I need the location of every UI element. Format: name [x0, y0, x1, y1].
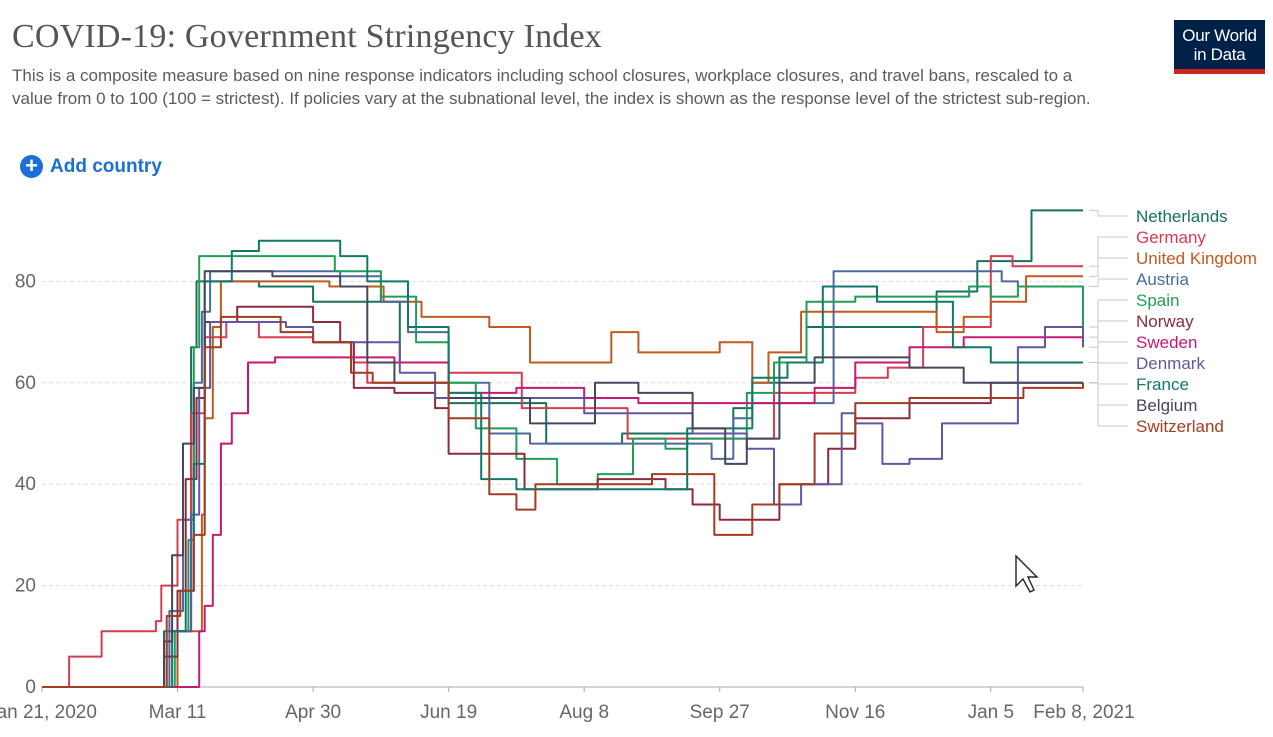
legend-connector — [1089, 320, 1128, 384]
x-tick-label: Apr 30 — [285, 702, 341, 723]
legend-item-germany[interactable]: Germany — [1136, 228, 1206, 247]
x-tick-label: Jan 21, 2020 — [0, 702, 97, 723]
logo-line-1: Our World — [1182, 26, 1257, 45]
legend-item-denmark[interactable]: Denmark — [1136, 354, 1205, 373]
mouse-cursor-icon — [1015, 554, 1039, 593]
legend-connector — [1089, 299, 1128, 328]
y-axis-ticks: 0 20 40 60 80 — [15, 271, 36, 698]
series-line-norway[interactable] — [42, 305, 1083, 688]
legend-item-sweden[interactable]: Sweden — [1136, 333, 1197, 352]
series-line-switzerland[interactable] — [42, 315, 1084, 688]
chart-subtitle: This is a composite measure based on nin… — [12, 66, 1091, 108]
x-axis: Jan 21, 2020 Mar 11 Apr 30 Jun 19 Aug 8 Sep 2… — [0, 687, 1135, 723]
y-tick-label: 80 — [15, 271, 36, 292]
legend-connector — [1089, 257, 1128, 277]
legend-connector — [1089, 382, 1128, 406]
y-tick-label: 40 — [15, 474, 36, 495]
legend-item-spain[interactable]: Spain — [1136, 291, 1179, 310]
legend-item-switzerland[interactable]: Switzerland — [1136, 417, 1224, 436]
legend-connector — [1089, 209, 1128, 217]
legend-item-belgium[interactable]: Belgium — [1136, 396, 1197, 415]
plus-circle-icon: + — [20, 155, 43, 178]
legend-connector — [1089, 362, 1128, 385]
y-tick-label: 20 — [15, 576, 36, 597]
chart-title: COVID-19: Government Stringency Index — [12, 18, 602, 55]
series-line-sweden[interactable] — [42, 336, 1083, 688]
legend-connector — [1089, 382, 1128, 427]
x-tick-label: Feb 8, 2021 — [1033, 702, 1134, 723]
y-tick-label: 0 — [25, 677, 36, 698]
x-tick-label: Nov 16 — [825, 702, 885, 723]
chart-legend[interactable]: Netherlands Germany United Kingdom Austria S… — [1089, 207, 1257, 436]
x-tick-label: Sep 27 — [690, 702, 750, 723]
series-line-united-kingdom[interactable] — [42, 275, 1083, 688]
series-line-spain[interactable] — [42, 255, 1084, 688]
series-line-denmark[interactable] — [42, 321, 1084, 688]
add-country-button[interactable]: + Add country — [20, 155, 162, 178]
x-tick-label: Mar 11 — [149, 702, 207, 723]
logo-line-2: in Data — [1193, 45, 1246, 64]
x-tick-label: Aug 8 — [559, 702, 609, 723]
series-line-belgium[interactable] — [42, 270, 1083, 688]
legend-connector — [1089, 278, 1128, 287]
legend-item-netherlands[interactable]: Netherlands — [1136, 207, 1228, 226]
series-line-germany[interactable] — [42, 255, 1083, 688]
chart-series[interactable] — [42, 209, 1084, 688]
legend-connector — [1089, 346, 1128, 364]
legend-item-austria[interactable]: Austria — [1136, 270, 1189, 289]
series-line-austria[interactable] — [42, 270, 1083, 688]
x-tick-label: Jun 19 — [420, 702, 477, 723]
add-country-label: Add country — [50, 155, 162, 177]
legend-connector — [1089, 336, 1128, 343]
legend-item-france[interactable]: France — [1136, 375, 1189, 394]
series-line-france[interactable] — [42, 239, 1083, 688]
legend-item-norway[interactable]: Norway — [1136, 312, 1194, 331]
legend-item-united-kingdom[interactable]: United Kingdom — [1136, 249, 1257, 268]
owid-logo[interactable]: Our World in Data — [1174, 20, 1265, 74]
legend-connector — [1089, 236, 1128, 267]
x-tick-label: Jan 5 — [968, 702, 1014, 723]
y-tick-label: 60 — [15, 373, 36, 394]
